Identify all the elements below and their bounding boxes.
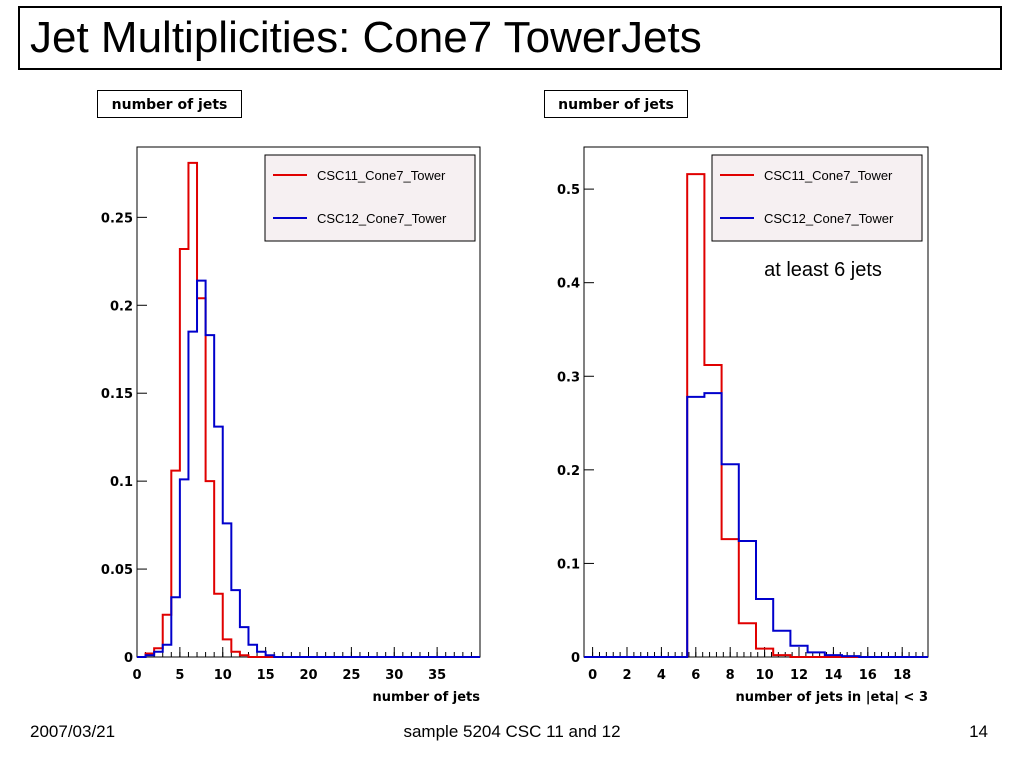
x-tick-label: 12: [790, 668, 808, 683]
footer-center-text: sample 5204 CSC 11 and 12: [403, 722, 621, 741]
x-axis-label: number of jets in |eta| < 3: [735, 690, 928, 705]
left-histogram: 0 5 10 15 20 25 30 35 0 0.05 0.1 0.15 0.2 0.25 CSC11_C…: [101, 146, 481, 705]
x-tick-label: 15: [257, 668, 275, 683]
x-tick-label: 10: [756, 668, 774, 683]
legend-label: CSC11_Cone7_Tower: [317, 168, 446, 183]
slide-title: Jet Multiplicities: Cone7 TowerJets: [18, 6, 1002, 70]
legend: CSC11_Cone7_Tower CSC12_Cone7_Tower: [711, 154, 923, 242]
x-tick-label: 2: [622, 668, 631, 683]
y-tick-label: 0.4: [557, 277, 580, 292]
page-number: 14: [969, 722, 988, 741]
x-tick-label: 8: [726, 668, 735, 683]
x-axis-label: number of jets: [373, 690, 481, 705]
legend-box: [711, 154, 923, 242]
legend: CSC11_Cone7_Tower CSC12_Cone7_Tower: [264, 154, 476, 242]
legend-label: CSC12_Cone7_Tower: [764, 211, 894, 226]
x-tick-label: 18: [893, 668, 911, 683]
y-tick-label: 0.25: [101, 211, 133, 226]
series-csc12-line: [137, 279, 480, 658]
y-tick-label: 0.1: [110, 475, 133, 490]
y-tick-label: 0.1: [557, 557, 580, 572]
x-tick-label: 14: [824, 668, 842, 683]
x-tick-label: 35: [428, 668, 446, 683]
y-tick-label: 0.5: [557, 183, 580, 198]
y-tick-label: 0.05: [101, 563, 133, 578]
x-tick-label: 5: [175, 668, 184, 683]
x-tick-label: 10: [214, 668, 232, 683]
x-tick-label: 25: [342, 668, 360, 683]
x-tick-label: 20: [299, 668, 317, 683]
x-tick-label: 6: [691, 668, 700, 683]
legend-label: CSC11_Cone7_Tower: [764, 168, 893, 183]
y-tick-label: 0.2: [557, 464, 580, 479]
x-tick-label: 0: [588, 668, 597, 683]
right-histogram-title: number of jets: [544, 90, 688, 118]
x-tick-label: 16: [859, 668, 877, 683]
right-histogram: 0 2 4 6 8 10 12 14 16 18 0 0.1 0.2 0.3 0.4 0.5 CSC11_Con…: [557, 146, 929, 705]
y-tick-label: 0.3: [557, 370, 580, 385]
y-tick-label: 0.2: [110, 299, 133, 314]
y-tick-label: 0: [124, 651, 133, 666]
series-csc12-line: [584, 392, 928, 658]
x-tick-label: 0: [132, 668, 141, 683]
x-tick-label: 4: [657, 668, 666, 683]
y-tick-label: 0.15: [101, 387, 133, 402]
legend-box: [264, 154, 476, 242]
annotation-text: at least 6 jets: [764, 259, 882, 281]
x-tick-label: 30: [385, 668, 403, 683]
y-tick-label: 0: [571, 651, 580, 666]
footer-date: 2007/03/21: [30, 722, 116, 741]
legend-label: CSC12_Cone7_Tower: [317, 211, 447, 226]
left-histogram-title: number of jets: [97, 90, 242, 118]
